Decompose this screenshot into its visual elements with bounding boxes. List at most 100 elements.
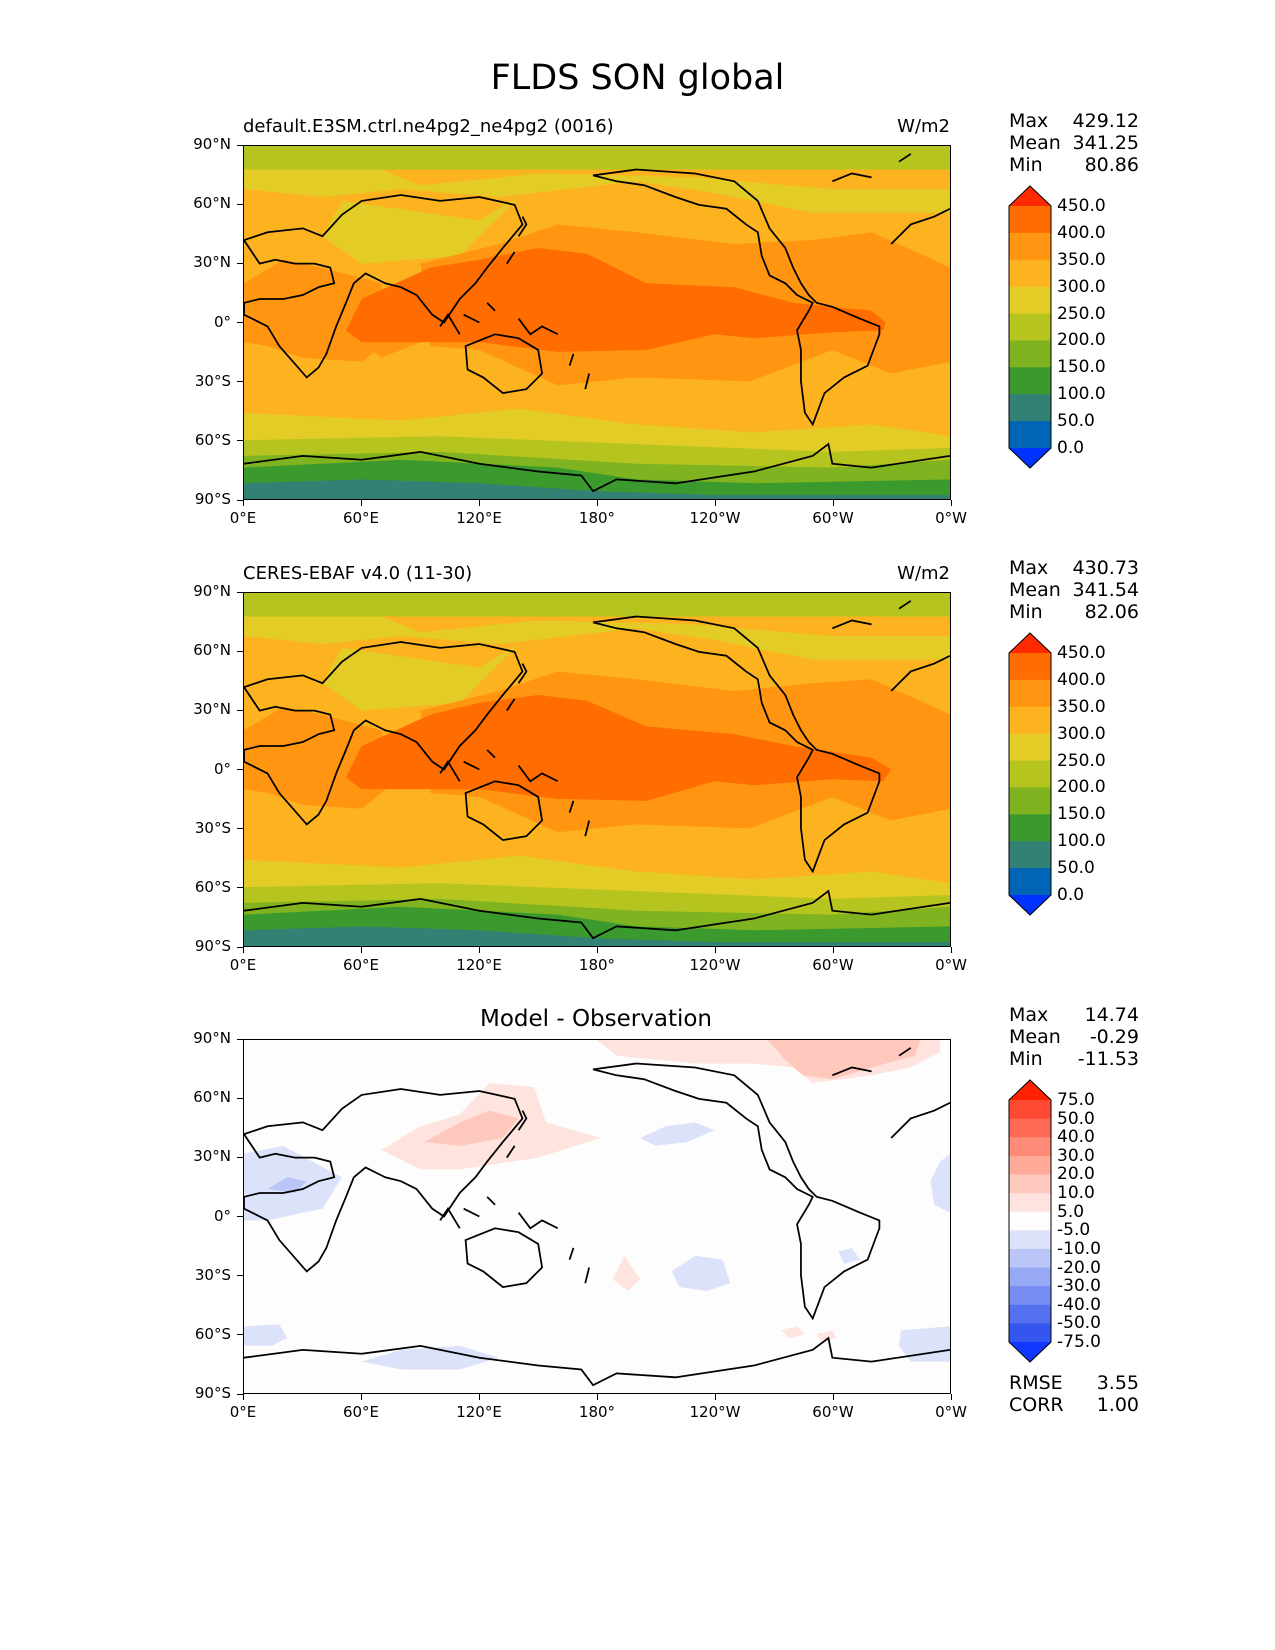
lat-tick-label: 30°S	[194, 818, 231, 837]
panel3-map	[243, 1039, 951, 1394]
stat-mean: Mean 341.25	[1009, 132, 1139, 154]
colorbar-segment	[1009, 1211, 1051, 1231]
lon-tick-label: 0°W	[935, 1403, 967, 1421]
lat-tick-label: 30°S	[194, 371, 231, 390]
colorbar-extension-min	[1009, 1342, 1051, 1362]
stat-mean: Mean -0.29	[1009, 1026, 1139, 1048]
panel3-colorbar	[1008, 1079, 1052, 1363]
colorbar-segment	[1009, 1323, 1051, 1343]
colorbar-segment	[1009, 679, 1051, 708]
lon-tick-mark	[478, 500, 480, 506]
colorbar-outline	[1008, 185, 1052, 469]
lat-tick-mark	[237, 591, 243, 593]
lon-tick-label: 120°W	[689, 1403, 741, 1421]
lat-tick-mark	[237, 769, 243, 770]
stat-mean: Mean 341.54	[1009, 579, 1139, 601]
lon-tick-label: 120°E	[456, 509, 502, 527]
lon-tick-label: 60°W	[812, 1403, 854, 1421]
metric-corr: CORR 1.00	[1009, 1394, 1139, 1416]
lat-tick-label: 90°N	[193, 582, 231, 600]
stat-min: Min 80.86	[1009, 154, 1139, 176]
colorbar-segment	[1009, 313, 1051, 342]
colorbar-segment	[1009, 1118, 1051, 1138]
lon-tick-label: 0°E	[229, 956, 257, 974]
colorbar-tick-label: 300.0	[1057, 723, 1106, 744]
lon-tick-mark	[596, 947, 598, 953]
stat-max: Max 430.73	[1009, 557, 1139, 579]
colorbar-outline	[1008, 632, 1052, 916]
colorbar-segment	[1009, 367, 1051, 395]
lat-tick-mark	[237, 1156, 243, 1158]
lat-tick-mark	[237, 709, 243, 711]
colorbar-tick-label: 100.0	[1057, 384, 1106, 405]
colorbar-tick-label: -50.0	[1057, 1313, 1101, 1334]
lon-tick-mark	[360, 947, 362, 953]
colorbar-outline	[1008, 1079, 1052, 1363]
colorbar-segment	[1009, 1248, 1051, 1269]
colorbar-tick-label: 450.0	[1057, 643, 1106, 663]
lat-tick-label: 60°N	[193, 641, 231, 660]
colorbar-tick-label: 300.0	[1057, 276, 1106, 297]
lat-tick-mark	[237, 887, 243, 889]
lat-tick-mark	[237, 828, 243, 830]
colorbar-segment	[1009, 653, 1051, 681]
colorbar-tick-label: 150.0	[1057, 804, 1106, 825]
lon-tick-label: 60°E	[342, 956, 380, 974]
colorbar-tick-label: 50.0	[1057, 411, 1095, 432]
lat-tick-label: 90°N	[193, 135, 231, 153]
colorbar-tick-label: -75.0	[1057, 1332, 1101, 1352]
panel1-units: W/m2	[897, 116, 950, 137]
lat-tick-label: 90°S	[194, 937, 231, 955]
lon-tick-mark	[596, 1394, 598, 1400]
lat-tick-label: 90°S	[194, 1384, 231, 1402]
colorbar-extension-max	[1009, 1080, 1051, 1100]
stat-max: Max 429.12	[1009, 110, 1139, 132]
lon-tick-mark	[714, 1394, 716, 1400]
panel2-coastlines	[244, 600, 950, 940]
colorbar-tick-label: 200.0	[1057, 777, 1106, 798]
lon-tick-label: 120°W	[689, 956, 741, 974]
colorbar-tick-label: -5.0	[1057, 1220, 1091, 1241]
colorbar-segment	[1009, 1230, 1051, 1250]
lon-tick-label: 120°W	[689, 509, 741, 527]
colorbar-segment	[1009, 868, 1051, 896]
panel2-map	[243, 592, 951, 947]
lon-tick-mark	[950, 500, 952, 506]
colorbar-tick-label: 40.0	[1057, 1127, 1095, 1148]
colorbar-tick-label: -10.0	[1057, 1238, 1101, 1259]
figure-title: FLDS SON global	[490, 58, 785, 98]
colorbar-tick-label: 50.0	[1057, 858, 1095, 879]
colorbar-tick-label: 200.0	[1057, 330, 1106, 351]
colorbar-tick-label: 20.0	[1057, 1164, 1095, 1185]
panel2-units: W/m2	[897, 563, 950, 584]
colorbar-tick-label: 450.0	[1057, 196, 1106, 216]
colorbar-segment	[1009, 259, 1051, 288]
panel3-stats: Max 14.74 Mean -0.29 Min -11.53	[1009, 1004, 1139, 1070]
colorbar-segment	[1009, 841, 1051, 869]
colorbar-tick-label: 400.0	[1057, 669, 1106, 690]
lat-tick-label: 30°N	[193, 1147, 231, 1166]
colorbar-tick-label: 5.0	[1057, 1201, 1085, 1222]
lon-tick-label: 0°W	[935, 956, 967, 974]
colorbar-segment	[1009, 232, 1051, 261]
lon-tick-label: 0°E	[229, 509, 257, 527]
lat-tick-label: 60°S	[194, 877, 231, 896]
stat-max: Max 14.74	[1009, 1004, 1139, 1026]
lon-tick-mark	[950, 1394, 952, 1400]
lon-tick-label: 60°W	[812, 509, 854, 527]
colorbar-tick-label: 10.0	[1057, 1183, 1095, 1204]
lat-tick-mark	[237, 1038, 243, 1040]
colorbar-segment	[1009, 394, 1051, 422]
colorbar-tick-label: 100.0	[1057, 831, 1106, 852]
colorbar-tick-label: 400.0	[1057, 222, 1106, 243]
lat-tick-label: 90°S	[194, 490, 231, 508]
lon-tick-label: 60°W	[812, 956, 854, 974]
lat-tick-mark	[237, 1275, 243, 1277]
colorbar-segment	[1009, 733, 1051, 762]
colorbar-segment	[1009, 206, 1051, 234]
lon-tick-label: 120°E	[456, 956, 502, 974]
colorbar-segment	[1009, 1174, 1051, 1194]
lat-tick-label: 0°	[213, 312, 231, 331]
lat-tick-mark	[237, 650, 243, 652]
colorbar-tick-label: 150.0	[1057, 357, 1106, 378]
